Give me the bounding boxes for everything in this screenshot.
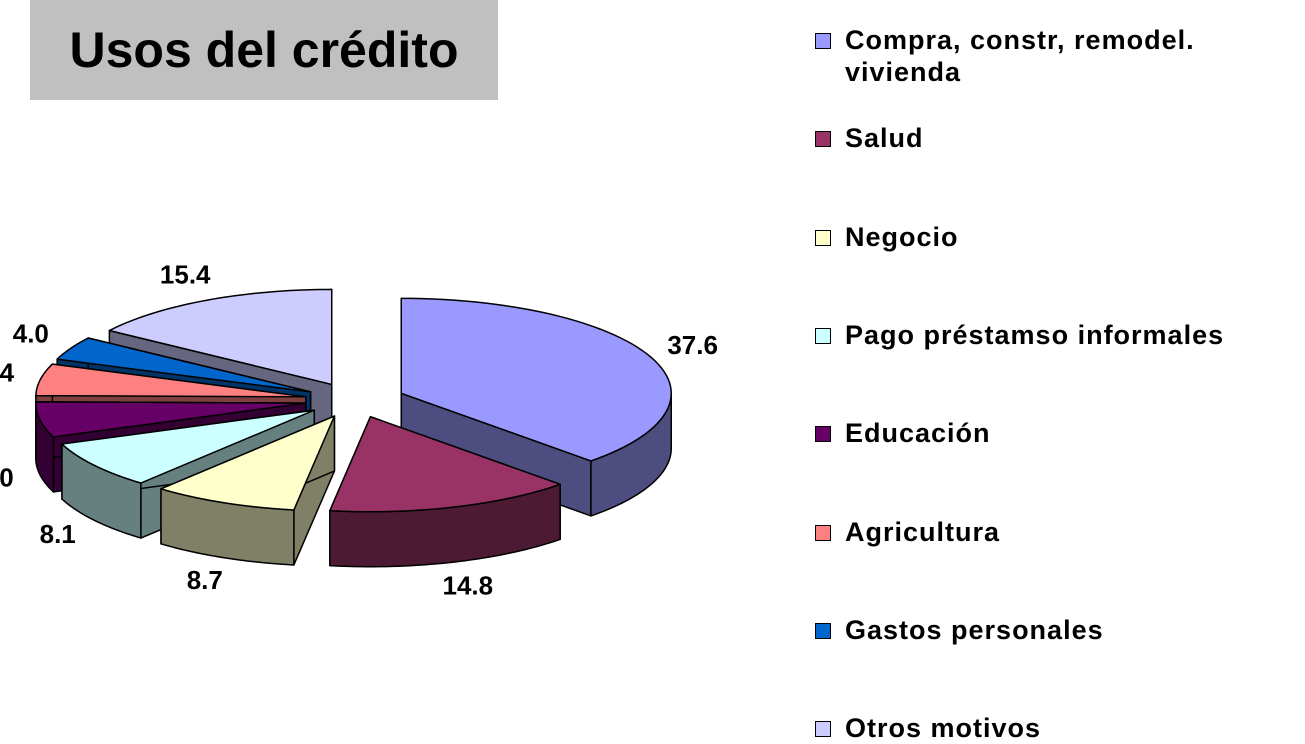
legend-label: Agricultura [845,516,1001,547]
legend-swatch [815,622,831,639]
data-label: 6.0 [0,462,14,492]
data-label: 37.6 [667,330,718,360]
chart: 15.4 4.0 37.6 5.4 6.0 8.1 8.7 14.8 [0,259,718,601]
legend-entry: Agricultura [815,516,1285,548]
legend-label: Negocio [845,221,959,252]
legend-entry: Salud [815,122,1285,154]
legend-swatch [815,131,831,148]
legend-entry: Gastos personales [815,614,1285,646]
legend-label: Otros motivos [845,713,1042,744]
data-label: 4.0 [13,319,49,349]
slice-top [329,415,561,513]
legend-swatch [815,426,831,443]
legend-label: Pago préstamso informales [845,319,1225,350]
slice-top [56,337,312,393]
legend-swatch [815,524,831,541]
slice-top [108,288,333,386]
legend-entry: Otros motivos [815,712,1285,744]
legend-label: Salud [845,123,924,154]
legend-swatch [815,33,831,49]
legend-entry: Compra, constr, remodel. vivienda [815,24,1285,88]
slice [329,415,561,568]
legend-swatch [815,721,831,738]
legend-label: Gastos personales [845,614,1104,645]
legend-swatch [815,327,831,344]
data-label: 5.4 [0,358,15,388]
data-label: 15.4 [160,259,211,289]
chart-title: Usos del crédito [30,0,498,100]
slice-top [35,363,307,398]
slice-top [61,409,316,484]
legend-swatch [815,229,831,246]
slice-top [400,297,673,462]
slice [160,415,336,566]
data-label: 8.1 [40,519,76,549]
legend-entry: Educación [815,417,1285,449]
data-label: 8.7 [187,565,223,595]
data-label: 14.8 [442,571,493,601]
legend-label: Compra, constr, remodel. vivienda [845,25,1195,87]
slice-top [160,415,336,511]
legend-label: Educación [845,418,991,449]
slice-top [35,401,307,438]
legend-entry: Pago préstamso informales [815,319,1285,351]
legend-entry: Negocio [815,221,1285,253]
